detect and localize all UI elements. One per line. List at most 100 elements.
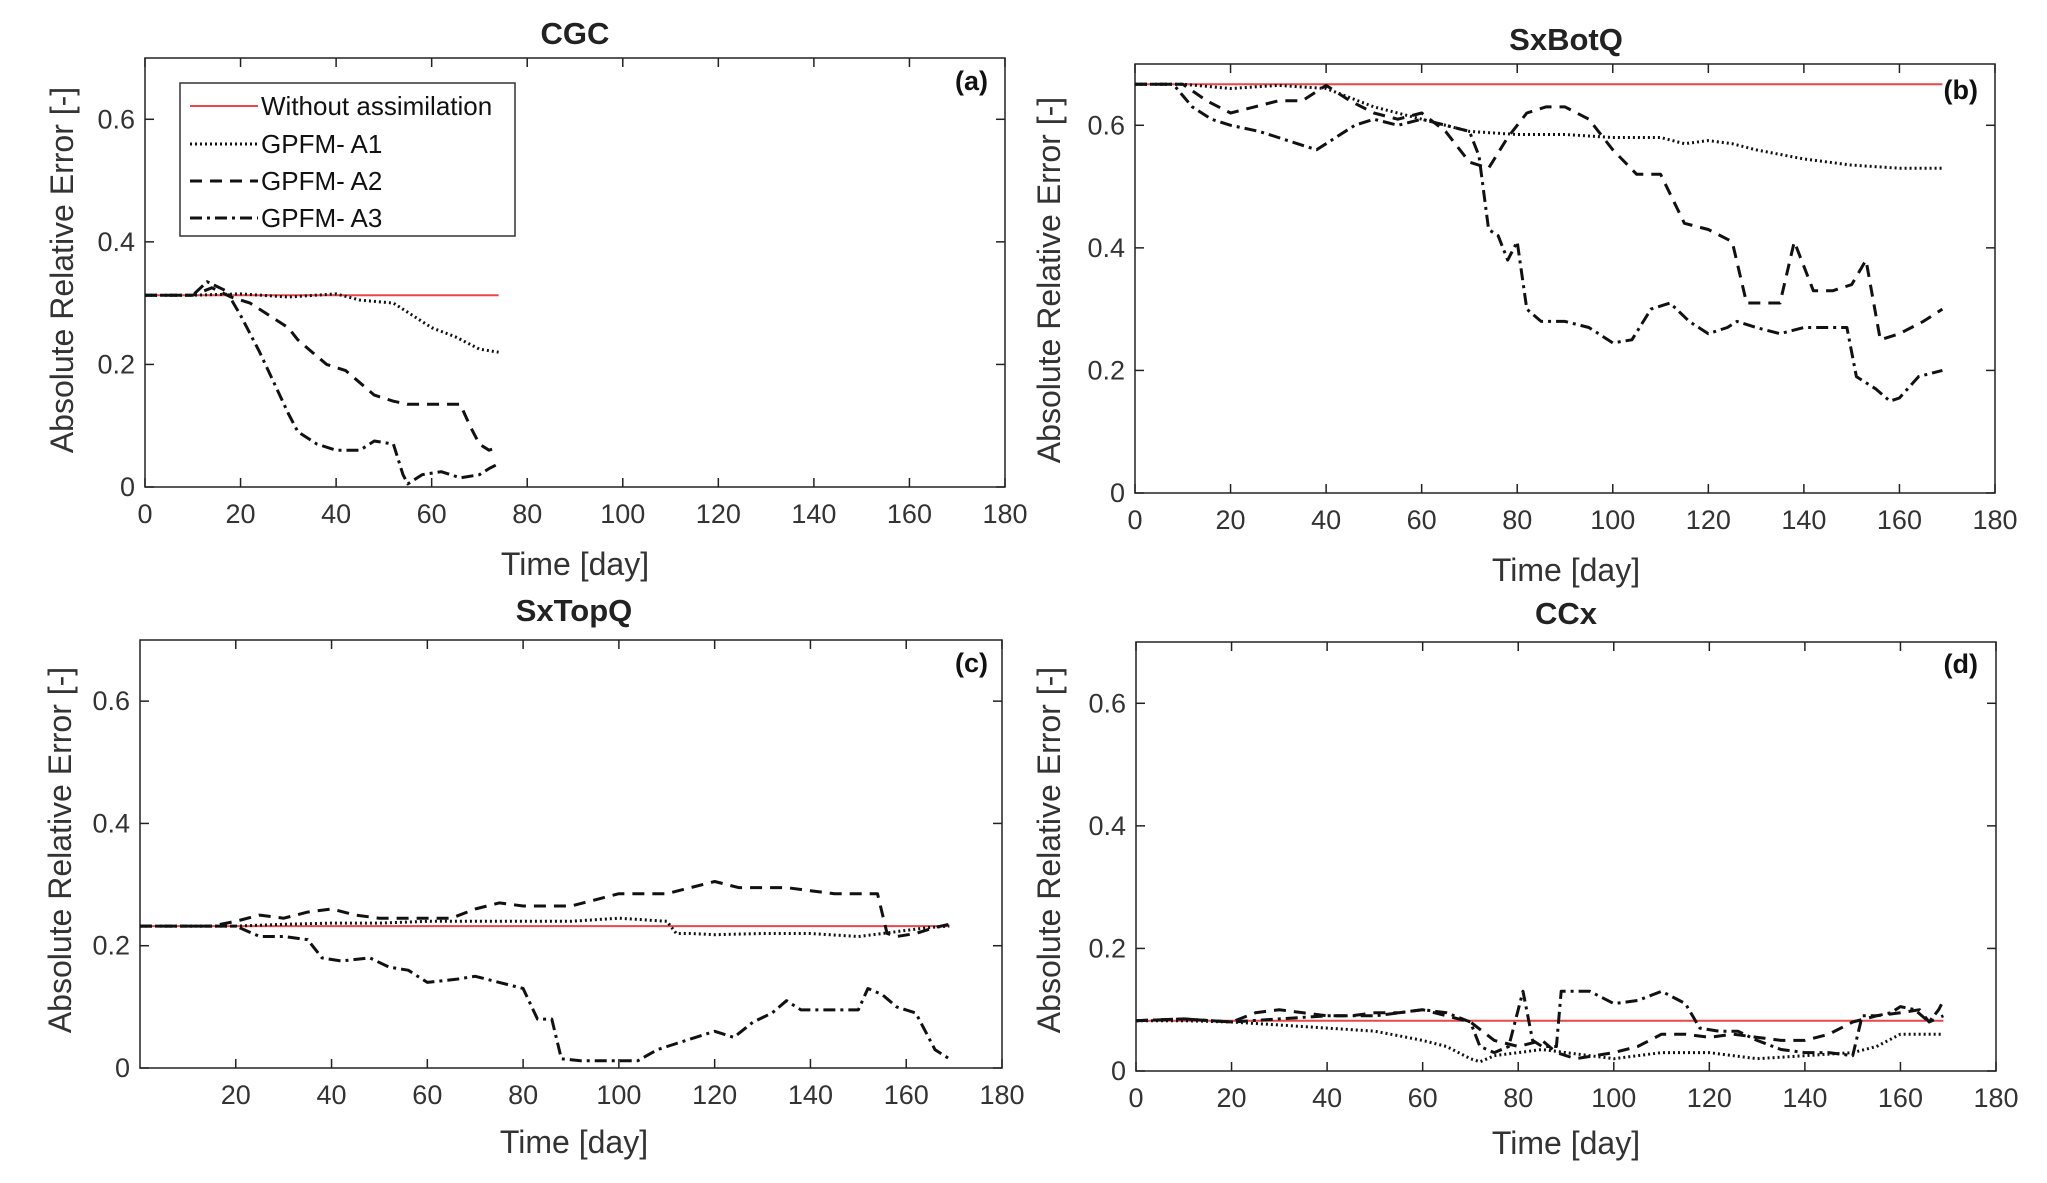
x-tick-label: 80	[1502, 505, 1532, 535]
legend: Without assimilation GPFM- A1 GPFM- A2 G…	[179, 82, 516, 237]
y-tick-label: 0.6	[92, 686, 130, 716]
legend-label: GPFM- A2	[261, 166, 382, 196]
legend-label: GPFM- A1	[261, 129, 382, 159]
x-tick-label: 60	[412, 1080, 442, 1110]
y-tick-label: 0	[1111, 1056, 1126, 1086]
y-tick-label: 0	[115, 1053, 130, 1083]
x-tick-label: 20	[226, 499, 256, 529]
x-tick-label: 180	[1973, 1083, 2018, 1113]
x-tick-label: 80	[512, 499, 542, 529]
legend-entry: GPFM- A2	[190, 166, 382, 196]
x-tick-label: 120	[692, 1080, 737, 1110]
x-tick-label: 120	[696, 499, 741, 529]
plot-area: 20 40 60 80 100 120 140 160 180 0 0.2 0.4 0.6	[92, 639, 1025, 1110]
series-line-dashdot	[140, 924, 951, 1063]
y-tick-label: 0	[1110, 478, 1125, 508]
x-tick-label: 120	[1686, 505, 1731, 535]
y-axis-label: Absolute Relative Error [-]	[1031, 667, 1067, 1033]
x-tick-label: 0	[137, 499, 152, 529]
plot-area: 0 20 40 60 80 100 120 140 160 180 0 0.2 0.4 0.6	[97, 57, 1028, 529]
x-tick-label: 40	[1312, 1083, 1342, 1113]
x-tick-label: 80	[1503, 1083, 1533, 1113]
legend-label: Without assimilation	[261, 91, 492, 121]
y-tick-label: 0.4	[1088, 811, 1126, 841]
axes-box	[1134, 63, 1996, 494]
series-line-dashdot	[1135, 82, 1943, 403]
series-line-dashed	[1135, 82, 1944, 342]
y-tick-label: 0.4	[97, 227, 135, 257]
x-tick-label: 20	[1217, 1083, 1247, 1113]
series-line-dashdot	[1135, 989, 1945, 1058]
x-tick-label: 160	[1877, 505, 1922, 535]
series-line-dotted	[145, 292, 499, 354]
x-axis-label: Time [day]	[1492, 552, 1640, 588]
axes-box	[139, 639, 1003, 1069]
x-tick-label: 60	[1407, 505, 1437, 535]
panel-title: SxTopQ	[516, 593, 633, 628]
y-tick-label: 0.2	[97, 349, 135, 379]
x-tick-label: 160	[887, 499, 932, 529]
x-tick-label: 180	[982, 499, 1027, 529]
series-line-dashed	[145, 286, 500, 452]
y-axis-label: Absolute Relative Error [-]	[1031, 97, 1067, 463]
panel-sxtopq: SxTopQ Absolute Relative Error [-] Time …	[42, 593, 1025, 1160]
series-line-dashed	[1135, 1008, 1944, 1061]
series-line-dotted	[1135, 82, 1943, 170]
panel-cgc: CGC Absolute Relative Error [-] Time [da…	[44, 16, 1028, 582]
y-tick-label: 0.6	[1087, 110, 1125, 140]
plot-area: 0 20 40 60 80 100 120 140 160 180 0 0.2 0.4 0.6	[1088, 641, 2019, 1113]
x-tick-label: 40	[321, 499, 351, 529]
panel-label: (c)	[955, 648, 988, 678]
panel-label: (b)	[1944, 75, 1978, 105]
y-tick-label: 0.2	[1088, 933, 1126, 963]
panel-label: (a)	[955, 66, 988, 96]
legend-label: GPFM- A3	[261, 203, 382, 233]
x-tick-label: 120	[1687, 1083, 1732, 1113]
legend-entry: Without assimilation	[190, 91, 492, 121]
y-tick-label: 0.2	[92, 931, 130, 961]
x-axis-label: Time [day]	[1492, 1125, 1640, 1161]
y-tick-label: 0.4	[1087, 233, 1125, 263]
x-tick-label: 100	[600, 499, 645, 529]
x-tick-label: 0	[1128, 1083, 1143, 1113]
x-tick-label: 40	[317, 1080, 347, 1110]
series-line-dashdot	[145, 280, 500, 486]
panel-title: SxBotQ	[1509, 22, 1623, 57]
axes-box	[144, 57, 1006, 488]
y-axis-label: Absolute Relative Error [-]	[42, 667, 78, 1033]
x-tick-label: 140	[1781, 505, 1826, 535]
panel-title: CCx	[1535, 596, 1598, 631]
panel-ccx: CCx Absolute Relative Error [-] Time [da…	[1031, 596, 2019, 1161]
y-tick-label: 0.4	[92, 808, 130, 838]
y-tick-label: 0.6	[1088, 688, 1126, 718]
x-tick-label: 40	[1311, 505, 1341, 535]
x-tick-label: 60	[417, 499, 447, 529]
x-axis-label: Time [day]	[501, 546, 649, 582]
panel-label: (d)	[1944, 649, 1978, 679]
x-tick-label: 160	[884, 1080, 929, 1110]
axes-box	[1135, 641, 1997, 1072]
panel-sxbotq: SxBotQ Absolute Relative Error [-] Time …	[1031, 22, 2018, 588]
x-tick-label: 20	[1216, 505, 1246, 535]
legend-entry: GPFM- A1	[190, 129, 382, 159]
x-tick-label: 60	[1408, 1083, 1438, 1113]
x-tick-label: 100	[1590, 505, 1635, 535]
x-tick-label: 140	[1782, 1083, 1827, 1113]
series-line-dashed	[140, 880, 950, 938]
x-tick-label: 140	[791, 499, 836, 529]
x-tick-label: 100	[596, 1080, 641, 1110]
x-tick-label: 180	[1972, 505, 2017, 535]
series-line-dotted	[140, 916, 950, 938]
legend-entry: GPFM- A3	[190, 203, 382, 233]
x-tick-label: 140	[788, 1080, 833, 1110]
panel-title: CGC	[541, 16, 610, 51]
x-tick-label: 20	[221, 1080, 251, 1110]
y-tick-label: 0.6	[97, 104, 135, 134]
y-tick-label: 0.2	[1087, 355, 1125, 385]
x-tick-label: 0	[1127, 505, 1142, 535]
x-tick-label: 160	[1878, 1083, 1923, 1113]
x-axis-label: Time [day]	[500, 1124, 648, 1160]
y-tick-label: 0	[120, 472, 135, 502]
x-tick-label: 80	[508, 1080, 538, 1110]
